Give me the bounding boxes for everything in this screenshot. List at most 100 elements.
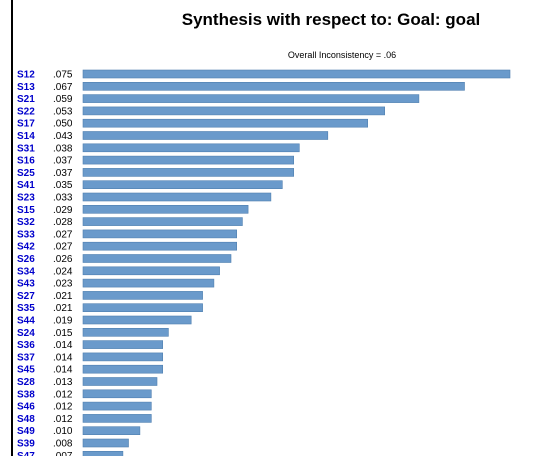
bar-s31	[82, 143, 300, 153]
value-label-s17: .050	[53, 119, 73, 130]
category-label-s27: S27	[17, 291, 35, 302]
bar-s21	[82, 94, 420, 103]
bar-s38	[82, 389, 152, 399]
value-label-s34: .024	[53, 266, 73, 277]
bar-s22	[82, 106, 386, 116]
bar-s43	[82, 278, 215, 288]
value-label-s22: .053	[53, 106, 73, 117]
bar-s23	[82, 192, 272, 202]
bar-s13	[82, 82, 465, 91]
value-label-s38: .012	[53, 389, 73, 400]
value-label-s15: .029	[53, 205, 73, 216]
bar-s42	[82, 241, 237, 251]
category-label-s44: S44	[17, 316, 35, 327]
value-label-s16: .037	[53, 156, 73, 167]
value-label-s25: .037	[53, 168, 73, 179]
value-label-s42: .027	[53, 242, 73, 253]
bar-s36	[82, 340, 163, 349]
bar-s14	[82, 131, 329, 140]
value-label-s24: .015	[53, 328, 73, 339]
bar-s32	[82, 217, 243, 226]
category-label-s47: S47	[17, 451, 35, 456]
value-label-s31: .038	[53, 143, 73, 154]
category-label-s22: S22	[17, 106, 35, 117]
bar-s35	[82, 303, 203, 313]
category-label-s46: S46	[17, 402, 35, 413]
value-label-s12: .075	[53, 70, 73, 81]
overall-inconsistency-label: Overall Inconsistency = .06	[287, 50, 397, 60]
category-label-s36: S36	[17, 340, 35, 351]
value-label-s47: .007	[53, 451, 73, 456]
bar-s49	[82, 426, 141, 436]
category-label-s41: S41	[17, 180, 35, 191]
category-label-s25: S25	[17, 168, 35, 179]
category-label-s24: S24	[17, 328, 35, 339]
value-label-s32: .028	[53, 217, 73, 228]
value-label-s21: .059	[53, 94, 73, 105]
bar-s33	[82, 229, 237, 239]
value-label-s39: .008	[53, 439, 73, 450]
value-label-s49: .010	[53, 426, 73, 437]
value-label-s23: .033	[53, 193, 73, 204]
value-label-s35: .021	[53, 303, 73, 314]
category-label-s16: S16	[17, 156, 35, 167]
value-label-s27: .021	[53, 291, 73, 302]
value-label-s45: .014	[53, 365, 73, 376]
category-label-s39: S39	[17, 439, 35, 450]
category-label-s49: S49	[17, 426, 35, 437]
bar-s27	[82, 291, 203, 300]
bar-s44	[82, 315, 192, 325]
value-label-s26: .026	[53, 254, 73, 265]
category-label-s17: S17	[17, 119, 35, 130]
value-label-s37: .014	[53, 352, 73, 363]
category-label-s15: S15	[17, 205, 35, 216]
bar-s16	[82, 155, 294, 165]
category-label-s43: S43	[17, 279, 35, 290]
bar-s45	[82, 364, 163, 374]
value-label-s44: .019	[53, 316, 73, 327]
value-label-s41: .035	[53, 180, 73, 191]
value-label-s36: .014	[53, 340, 73, 351]
value-label-s48: .012	[53, 414, 73, 425]
category-label-s31: S31	[17, 143, 35, 154]
category-label-s42: S42	[17, 242, 35, 253]
category-label-s32: S32	[17, 217, 35, 228]
category-label-s48: S48	[17, 414, 35, 425]
bar-s28	[82, 377, 158, 386]
value-label-s13: .067	[53, 82, 73, 93]
bar-s46	[82, 401, 152, 411]
value-label-s14: .043	[53, 131, 73, 142]
bar-s39	[82, 438, 129, 448]
bar-s48	[82, 414, 152, 423]
bar-s37	[82, 352, 163, 362]
category-label-s35: S35	[17, 303, 35, 314]
category-label-s12: S12	[17, 70, 35, 81]
category-label-s26: S26	[17, 254, 35, 265]
bar-s15	[82, 205, 249, 214]
bar-s25	[82, 168, 294, 177]
value-label-s33: .027	[53, 229, 73, 240]
bar-s12	[82, 69, 511, 79]
bar-s24	[82, 327, 169, 337]
category-label-s23: S23	[17, 193, 35, 204]
category-label-s37: S37	[17, 352, 35, 363]
value-label-s46: .012	[53, 402, 73, 413]
bar-s17	[82, 118, 369, 128]
value-label-s28: .013	[53, 377, 73, 388]
bar-s41	[82, 180, 283, 189]
value-label-s43: .023	[53, 279, 73, 290]
category-label-s33: S33	[17, 229, 35, 240]
category-label-s21: S21	[17, 94, 35, 105]
window-left-border	[11, 0, 13, 456]
category-label-s45: S45	[17, 365, 35, 376]
category-label-s38: S38	[17, 389, 35, 400]
bar-s26	[82, 254, 232, 263]
bar-s47	[82, 450, 124, 456]
category-label-s14: S14	[17, 131, 35, 142]
category-label-s28: S28	[17, 377, 35, 388]
category-label-s13: S13	[17, 82, 35, 93]
category-label-s34: S34	[17, 266, 35, 277]
bar-s34	[82, 266, 220, 276]
